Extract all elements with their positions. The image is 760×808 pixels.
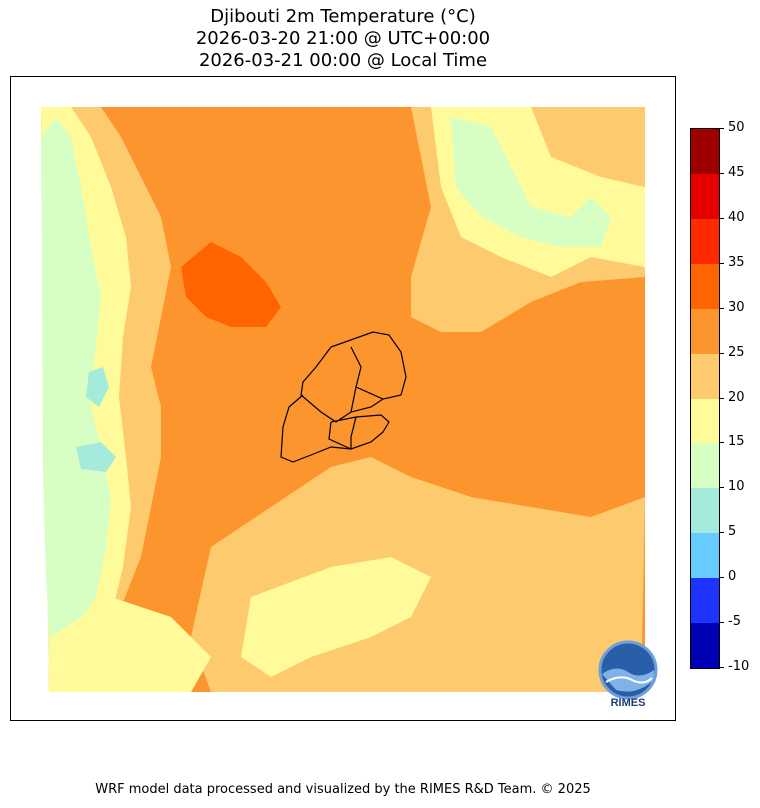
colorbar-tick-label: 30 [728,299,745,315]
temperature-colorbar [690,128,720,669]
title-line-2: 2026-03-20 21:00 @ UTC+00:00 [195,28,491,49]
colorbar-band [691,533,719,579]
field-30-35-hotspot [181,242,281,327]
footer-credit: WRF model data processed and visualized … [95,782,591,797]
colorbar-tick-label: 20 [728,389,745,405]
colorbar-tick [719,622,724,624]
colorbar-tick-label: 25 [728,344,745,360]
colorbar-tick [719,397,724,399]
colorbar-tick [719,128,724,129]
logo-text: RIMES [611,697,646,709]
rimes-logo-icon: RIMES [598,640,658,709]
colorbar-band [691,263,719,310]
colorbar-tick-label: 50 [728,120,745,135]
field-5-10-west-1 [86,367,109,407]
colorbar-band [691,308,719,355]
colorbar-tick [719,442,724,444]
colorbar-tick [719,487,724,489]
field-15-20-south [241,557,431,677]
colorbar-tick-label: 15 [728,434,745,450]
colorbar-tick [719,352,724,354]
colorbar-tick-label: 35 [728,254,745,270]
temperature-map [41,107,645,692]
colorbar-tick [719,217,724,219]
colorbar-tick [719,667,724,668]
colorbar-tick [719,307,724,309]
colorbar-tick-label: 10 [728,479,745,495]
colorbar-tick-label: 0 [728,569,737,585]
colorbar-tick [719,172,724,174]
title-line-3: 2026-03-21 00:00 @ Local Time [198,50,488,71]
title-line-1: Djibouti 2m Temperature (°C) [210,6,476,27]
field-10-15-northeast [451,117,611,247]
colorbar-band [691,129,719,175]
colorbar-tick [719,577,724,579]
colorbar-band [691,173,719,220]
colorbar-tick-label: 40 [728,209,745,225]
map-panel [10,76,676,721]
colorbar-tick-label: 45 [728,164,745,180]
colorbar-tick-label: -5 [728,614,741,630]
rimes-logo: RIMES [596,640,662,710]
colorbar-band [691,353,719,399]
colorbar-tick-label: -10 [728,659,750,674]
djibouti-borders [280,331,407,463]
map-title: Djibouti 2m Temperature (°C) 2026-03-20 … [0,6,686,72]
colorbar-band [691,488,719,534]
colorbar-tick [719,262,724,264]
colorbar-band [691,398,719,444]
colorbar-band [691,443,719,489]
field-15-20-southwest [51,597,211,692]
colorbar-band [691,218,719,265]
colorbar-band [691,623,719,669]
colorbar-band [691,578,719,624]
field-10-15-west [41,117,111,667]
colorbar-tick-label: 5 [728,524,737,540]
field-5-10-west-2 [76,442,116,472]
colorbar-tick [719,532,724,534]
